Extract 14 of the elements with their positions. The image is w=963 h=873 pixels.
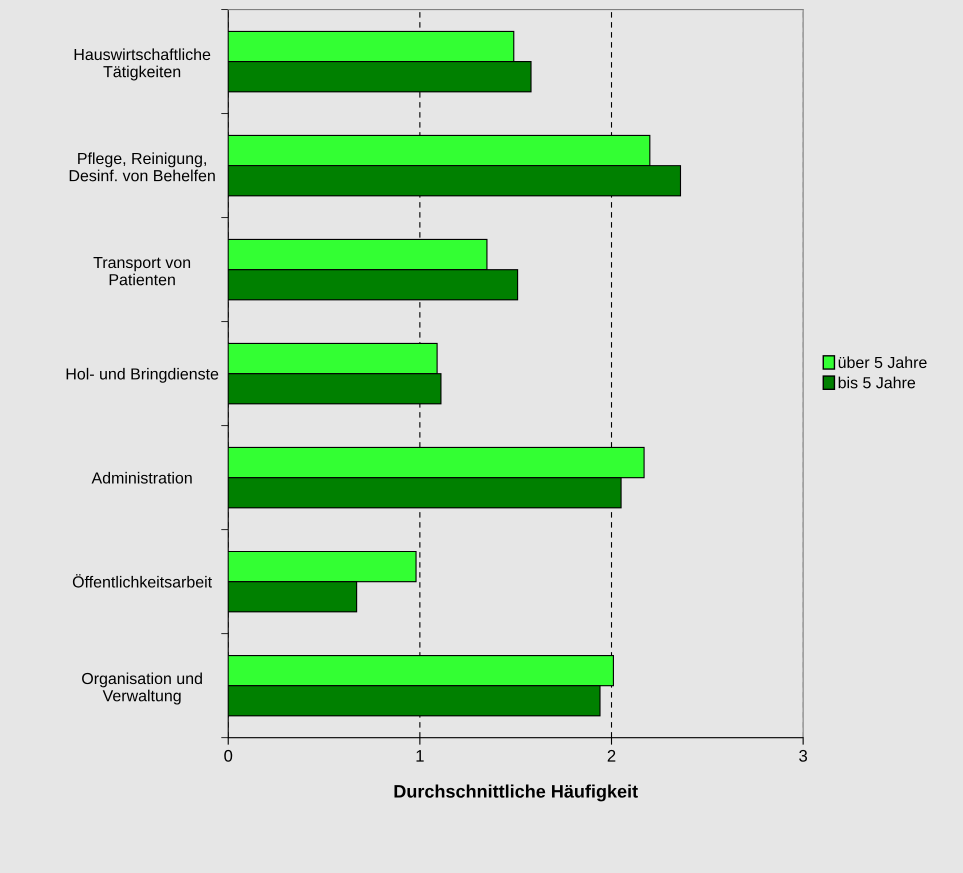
y-tick-label: Administration <box>92 472 192 484</box>
legend-label: über 5 Jahre <box>838 356 927 368</box>
x-tick-label: 1 <box>416 750 424 762</box>
y-tick-label: Pflege, Reinigung, Desinf. von Behelfen <box>70 152 215 182</box>
x-tick-label: 2 <box>608 750 616 762</box>
y-tick-label: Öffentlichkeitsarbeit <box>72 574 212 588</box>
legend-label: bis 5 Jahre <box>838 376 916 388</box>
y-tick-label: Hol- und Bringdienste <box>66 368 218 383</box>
y-tick-label: Organisation und Verwaltung <box>82 672 202 705</box>
y-tick-label: Transport von Patienten <box>94 256 190 286</box>
x-axis-title: Durchschnittliche Häufigkeit <box>394 784 638 802</box>
x-tick-label: 0 <box>224 750 232 762</box>
y-tick-label: Hauswirtschaftliche Tätigkeiten <box>74 48 210 80</box>
x-tick-label: 3 <box>799 750 808 762</box>
